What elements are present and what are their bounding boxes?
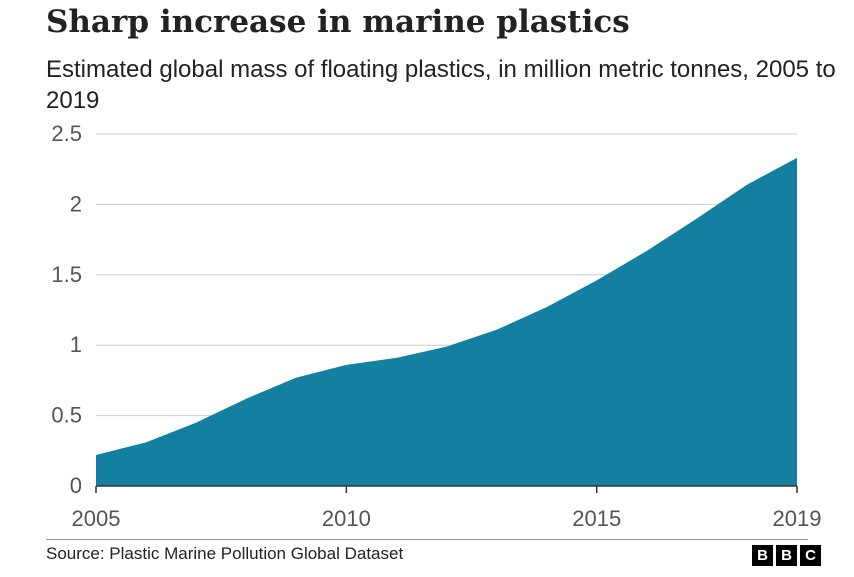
y-axis-tick-labels: 0 0.5 1 1.5 2 2.5 [51,121,82,498]
x-tick-label: 2015 [572,506,621,531]
y-tick-label: 1.5 [51,262,82,287]
logo-letter: C [800,545,821,566]
chart-title: Sharp increase in marine plastics [46,4,630,40]
bbc-logo: B B C [752,545,821,566]
x-axis-tick-labels: 2005 2010 2015 2019 [72,506,822,531]
x-tick-label: 2005 [72,506,121,531]
area-series-floating-plastics [96,157,797,486]
logo-letter: B [776,545,797,566]
y-tick-label: 0 [70,473,82,498]
x-axis [95,485,798,493]
x-tick-label: 2019 [773,506,822,531]
y-tick-label: 2.5 [51,121,82,146]
y-tick-label: 1 [70,332,82,357]
y-tick-label: 2 [70,191,82,216]
logo-letter: B [752,545,773,566]
x-tick-label: 2010 [322,506,371,531]
source-note: Source: Plastic Marine Pollution Global … [46,544,404,563]
chart-subtitle: Estimated global mass of floating plasti… [46,56,836,114]
y-tick-label: 0.5 [51,403,82,428]
footer-divider [46,539,808,540]
